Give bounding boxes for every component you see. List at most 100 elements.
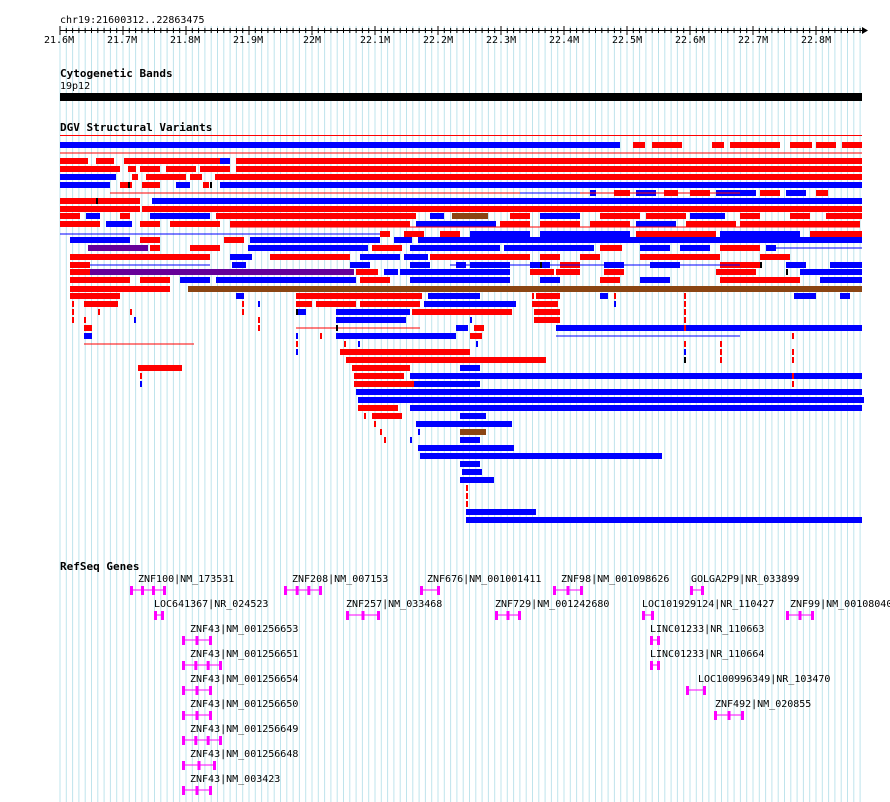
gene-exon <box>361 611 365 620</box>
gene-label[interactable]: ZNF257|NM_033468 <box>346 599 443 610</box>
gene-exon <box>566 586 570 595</box>
gene-label[interactable]: LOC641367|NR_024523 <box>154 599 269 610</box>
gene-exon <box>209 636 212 645</box>
variant-bar <box>176 182 190 188</box>
tick-label: 21.8M <box>170 35 201 46</box>
gene-label[interactable]: ZNF43|NM_001256653 <box>190 624 299 635</box>
gene-label[interactable]: ZNF43|NM_001256651 <box>190 649 299 660</box>
gene-glyph[interactable] <box>686 686 706 695</box>
variant-bar <box>360 301 420 307</box>
variant-bar <box>106 221 132 227</box>
gene-glyph[interactable] <box>182 636 212 645</box>
variant-bar <box>88 245 148 251</box>
variant-bar <box>504 245 594 251</box>
variant-bar <box>556 269 580 275</box>
variant-bar <box>70 286 170 292</box>
gene-label[interactable]: GOLGA2P9|NR_033899 <box>691 574 800 585</box>
gene-glyph[interactable] <box>182 686 212 695</box>
gene-exon <box>182 711 185 720</box>
gene-label[interactable]: ZNF43|NM_001256649 <box>190 724 299 735</box>
region-label: chr19:21600312..22863475 <box>60 15 205 26</box>
variant-bar <box>372 413 402 419</box>
variant-tick <box>476 341 478 347</box>
variant-tick <box>336 325 338 331</box>
gene-glyph[interactable] <box>182 761 216 770</box>
variant-tick <box>684 301 686 307</box>
variant-tick <box>72 309 74 315</box>
gene-label[interactable]: ZNF100|NM_173531 <box>138 574 235 585</box>
gene-label[interactable]: ZNF43|NM_001256650 <box>190 699 299 710</box>
gene-exon <box>686 686 689 695</box>
gene-exon <box>219 661 222 670</box>
gene-glyph[interactable] <box>495 611 521 620</box>
gene-glyph[interactable] <box>714 711 744 720</box>
gene-label[interactable]: ZNF98|NM_001098626 <box>561 574 670 585</box>
variant-bar <box>203 182 209 188</box>
refseq-track-title: RefSeq Genes <box>60 560 140 573</box>
gene-glyph[interactable] <box>182 661 222 670</box>
variant-tick <box>296 349 298 355</box>
gene-label[interactable]: ZNF208|NM_007153 <box>292 574 389 585</box>
gene-label[interactable]: ZNF43|NM_003423 <box>190 774 281 785</box>
gene-glyph[interactable] <box>346 611 380 620</box>
gene-exon <box>182 636 185 645</box>
gene-label[interactable]: LOC101929124|NR_110427 <box>642 599 775 610</box>
gene-glyph[interactable] <box>642 611 654 620</box>
gene-label[interactable]: LINC01233|NR_110663 <box>650 624 765 635</box>
gene-exon <box>182 786 185 795</box>
variant-bar <box>600 213 640 219</box>
gene-label[interactable]: ZNF676|NM_001001411 <box>427 574 542 585</box>
gene-exon <box>703 686 706 695</box>
variant-bar <box>358 397 864 403</box>
gene-glyph[interactable] <box>154 611 164 620</box>
cytoband-label: 19p12 <box>60 81 91 92</box>
gene-glyph[interactable] <box>553 586 583 595</box>
variant-tick <box>684 293 686 299</box>
gene-glyph[interactable] <box>182 786 212 795</box>
variant-tick <box>614 301 616 307</box>
variant-bar <box>250 237 380 243</box>
gene-label[interactable]: ZNF43|NM_001256654 <box>190 674 299 685</box>
gene-exon <box>195 686 199 695</box>
gene-exon <box>346 611 349 620</box>
gene-glyph[interactable] <box>650 661 660 670</box>
variant-bar <box>760 190 780 196</box>
variant-tick <box>792 373 794 379</box>
gene-label[interactable]: LINC01233|NR_110664 <box>650 649 765 660</box>
gene-glyph[interactable] <box>650 636 660 645</box>
variant-bar <box>394 237 412 243</box>
gene-exon <box>182 661 185 670</box>
variant-tick <box>684 317 686 323</box>
variant-tick <box>410 437 412 443</box>
gene-glyph[interactable] <box>182 711 212 720</box>
gene-glyph[interactable] <box>786 611 814 620</box>
tick-label: 21.7M <box>107 35 138 46</box>
variant-bar <box>430 254 530 260</box>
variant-bar <box>440 231 460 237</box>
gene-glyph[interactable] <box>182 736 222 745</box>
variant-bar <box>60 174 116 180</box>
variant-bar <box>70 269 90 275</box>
variant-bar <box>604 269 624 275</box>
variant-tick <box>466 493 468 499</box>
variant-tick <box>258 317 260 323</box>
gene-exon <box>209 786 212 795</box>
variant-bar <box>60 213 80 219</box>
gene-label[interactable]: ZNF43|NM_001256648 <box>190 749 299 760</box>
variant-bar <box>142 206 862 212</box>
gene-label[interactable]: LOC100996349|NR_103470 <box>698 674 831 685</box>
gene-exon <box>701 586 704 595</box>
variant-bar <box>230 254 252 260</box>
gene-glyph[interactable] <box>420 586 440 595</box>
variant-bar <box>216 277 356 283</box>
tick-label: 21.6M <box>44 35 75 46</box>
gene-label[interactable]: ZNF729|NM_001242680 <box>495 599 610 610</box>
gene-glyph[interactable] <box>130 586 166 595</box>
variant-bar <box>296 309 306 315</box>
gene-glyph[interactable] <box>284 586 322 595</box>
variant-bar <box>220 182 862 188</box>
gene-label[interactable]: ZNF99|NM_001080409 <box>790 599 890 610</box>
variant-bar <box>372 245 402 251</box>
gene-label[interactable]: ZNF492|NM_020855 <box>715 699 812 710</box>
gene-glyph[interactable] <box>690 586 704 595</box>
